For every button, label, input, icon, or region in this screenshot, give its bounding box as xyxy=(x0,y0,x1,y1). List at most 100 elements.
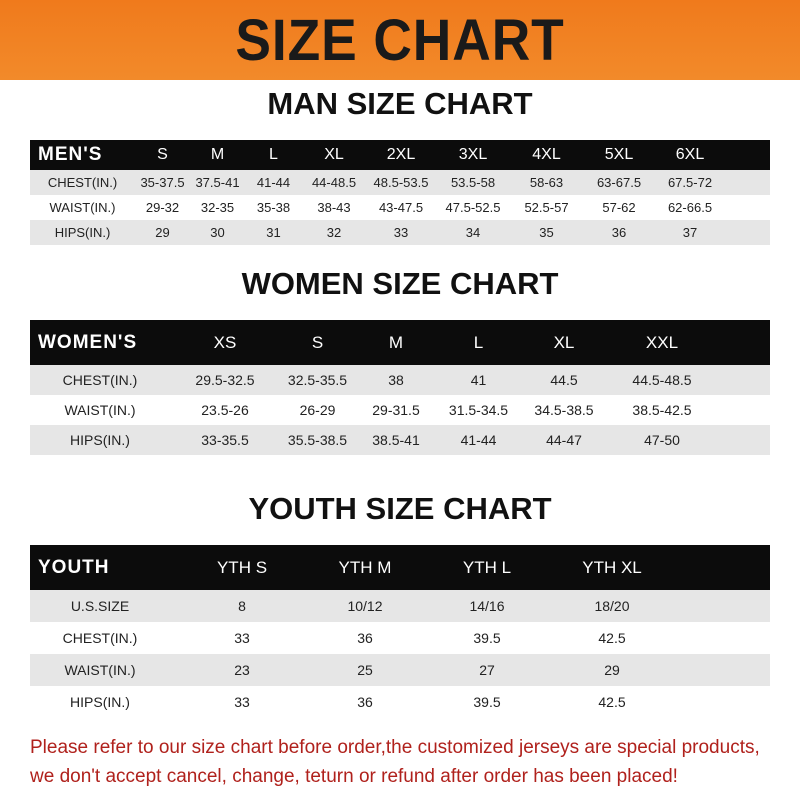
size-column-header: YTH L xyxy=(462,557,512,577)
measurement-value: 38.5-41 xyxy=(372,432,420,448)
measurement-value: 14/16 xyxy=(469,598,505,614)
measurement-value: 34 xyxy=(465,225,481,240)
men-size-table: MEN'S S M L XL 2XL 3XL 4XL 5XL 6XL CHEST(IN.) 35-37… xyxy=(30,140,770,245)
women-size-table: WOMEN'S XS S M L XL XXL CHEST(IN.) 29.5-32.5 32.5… xyxy=(30,320,770,455)
measurement-value: 38-43 xyxy=(317,200,351,215)
measurement-value: 31.5-34.5 xyxy=(448,402,509,418)
size-column-header: L xyxy=(269,146,278,163)
size-chart-banner: SIZE CHART xyxy=(0,0,800,80)
banner-title: SIZE CHART xyxy=(235,7,565,73)
size-column-header: XL xyxy=(553,332,575,352)
measurement-value: 25 xyxy=(357,662,373,678)
measurement-label: WAIST(IN.) xyxy=(64,402,136,418)
size-column-header: XS xyxy=(213,332,237,352)
table-row: HIPS(IN.) 33 36 39.5 42.5 xyxy=(30,686,770,718)
measurement-value: 36 xyxy=(357,630,373,646)
table-row: WAIST(IN.) 23.5-26 26-29 29-31.5 31.5-34.5 34… xyxy=(30,395,770,425)
measurement-value: 23.5-26 xyxy=(201,402,249,418)
measurement-value: 36 xyxy=(611,225,627,240)
measurement-value: 62-66.5 xyxy=(667,200,713,215)
measurement-value: 34.5-38.5 xyxy=(534,402,594,418)
measurement-value: 44.5 xyxy=(550,372,578,388)
measurement-value: 42.5 xyxy=(598,630,626,646)
notice-line-2: we don't accept cancel, change, teturn o… xyxy=(30,766,678,787)
measurement-value: 35-38 xyxy=(256,200,291,215)
measurement-value: 33 xyxy=(393,225,409,240)
size-column-header: L xyxy=(473,332,484,352)
size-column-header: 6XL xyxy=(675,146,705,163)
table-title-cell: YOUTH xyxy=(38,556,110,578)
size-column-header: YTH S xyxy=(216,557,268,577)
measurement-value: 10/12 xyxy=(347,598,383,614)
measurement-value: 35 xyxy=(539,225,554,240)
measurement-value: 52.5-57 xyxy=(524,200,569,215)
measurement-label: WAIST(IN.) xyxy=(64,662,136,678)
measurement-label: CHEST(IN.) xyxy=(62,372,138,388)
measurement-value: 43-47.5 xyxy=(378,200,424,215)
measurement-value: 29.5-32.5 xyxy=(195,372,255,388)
size-column-header: M xyxy=(210,146,225,163)
table-row: CHEST(IN.) 33 36 39.5 42.5 xyxy=(30,622,770,654)
table-row: HIPS(IN.) 33-35.5 35.5-38.5 38.5-41 41-44 44-… xyxy=(30,425,770,455)
table-header-row: WOMEN'S XS S M L XL XXL xyxy=(30,320,770,365)
measurement-value: 29 xyxy=(155,225,170,240)
table-row: WAIST(IN.) 23 25 27 29 xyxy=(30,654,770,686)
measurement-label: WAIST(IN.) xyxy=(49,200,116,215)
measurement-value: 29 xyxy=(604,662,620,678)
size-column-header: 3XL xyxy=(458,146,488,163)
table-row: HIPS(IN.) 29 30 31 32 33 34 35 36 37 xyxy=(30,220,770,245)
measurement-value: 33 xyxy=(234,630,250,646)
size-column-header: M xyxy=(388,332,404,352)
size-column-header: XXL xyxy=(645,332,679,352)
size-column-header: XL xyxy=(324,146,344,163)
notice-line-1: Please refer to our size chart before or… xyxy=(30,737,760,758)
size-column-header: YTH M xyxy=(338,557,392,577)
size-column-header: S xyxy=(157,146,168,163)
size-column-header: 4XL xyxy=(532,146,561,163)
men-section-title: MAN SIZE CHART xyxy=(267,86,533,121)
measurement-value: 31 xyxy=(266,225,281,240)
measurement-label: HIPS(IN.) xyxy=(70,432,130,448)
table-row: U.S.SIZE 8 10/12 14/16 18/20 xyxy=(30,590,770,622)
measurement-value: 41-44 xyxy=(256,175,291,190)
measurement-label: HIPS(IN.) xyxy=(70,694,130,710)
table-header-row: YOUTH YTH S YTH M YTH L YTH XL xyxy=(30,545,770,590)
measurement-value: 38 xyxy=(388,372,404,388)
women-section-title: WOMEN SIZE CHART xyxy=(241,266,559,301)
measurement-value: 47.5-52.5 xyxy=(445,200,501,215)
measurement-value: 32.5-35.5 xyxy=(287,372,348,388)
size-column-header: YTH XL xyxy=(582,557,642,577)
measurement-value: 41 xyxy=(470,372,487,388)
measurement-value: 44.5-48.5 xyxy=(632,372,692,388)
measurement-value: 29-31.5 xyxy=(372,402,420,418)
measurement-value: 32 xyxy=(326,225,342,240)
measurement-value: 29-32 xyxy=(145,200,180,215)
table-row: CHEST(IN.) 35-37.5 37.5-41 41-44 44-48.5 48.5… xyxy=(30,170,770,195)
measurement-value: 35.5-38.5 xyxy=(287,432,348,448)
measurement-value: 48.5-53.5 xyxy=(373,175,429,190)
table-row: CHEST(IN.) 29.5-32.5 32.5-35.5 38 41 44.5 44.5… xyxy=(30,365,770,395)
size-column-header: 2XL xyxy=(386,146,416,163)
measurement-value: 33-35.5 xyxy=(201,432,249,448)
youth-size-table: YOUTH YTH S YTH M YTH L YTH XL U.S.SIZE 8 10/12… xyxy=(30,545,770,718)
measurement-label: CHEST(IN.) xyxy=(62,630,138,646)
measurement-value: 67.5-72 xyxy=(667,175,713,190)
size-column-header: 5XL xyxy=(604,146,634,163)
size-column-header: S xyxy=(311,332,324,352)
measurement-value: 26-29 xyxy=(299,402,336,418)
measurement-label: HIPS(IN.) xyxy=(54,225,111,240)
measurement-value: 27 xyxy=(479,662,495,678)
measurement-value: 63-67.5 xyxy=(596,175,642,190)
measurement-value: 38.5-42.5 xyxy=(632,402,692,418)
youth-section-title: YOUTH SIZE CHART xyxy=(248,491,552,526)
table-row: WAIST(IN.) 29-32 32-35 35-38 38-43 43-47.5 47.… xyxy=(30,195,770,220)
order-notice: Please refer to our size chart before or… xyxy=(30,733,790,791)
measurement-value: 32-35 xyxy=(200,200,235,215)
measurement-value: 18/20 xyxy=(594,598,630,614)
measurement-value: 35-37.5 xyxy=(140,175,185,190)
measurement-value: 8 xyxy=(238,598,246,614)
measurement-value: 23 xyxy=(234,662,250,678)
measurement-value: 37 xyxy=(682,225,698,240)
measurement-value: 44-48.5 xyxy=(311,175,357,190)
table-header-row: MEN'S S M L XL 2XL 3XL 4XL 5XL 6XL xyxy=(30,140,770,170)
